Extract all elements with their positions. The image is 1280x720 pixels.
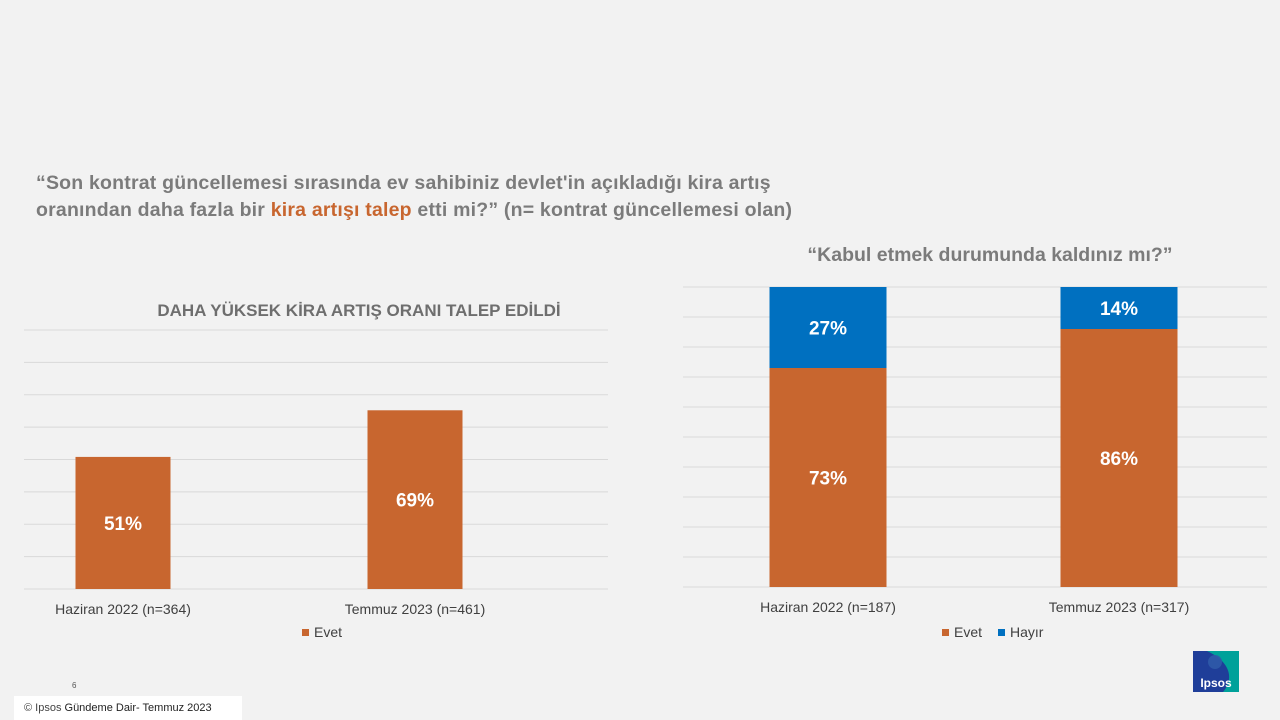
bar-hayr: [1060, 287, 1178, 329]
bar-evet: [75, 456, 171, 589]
bar-hayr: [769, 287, 887, 368]
question-part-2: etti mi?” (n= kontrat güncellemesi olan): [411, 199, 793, 221]
data-label: 51%: [104, 514, 142, 535]
survey-question: “Son kontrat güncellemesi sırasında ev s…: [36, 170, 856, 224]
question-part-1: “Son kontrat güncellemesi sırasında ev s…: [36, 172, 771, 221]
x-tick-label: Temmuz 2023 (n=461): [345, 601, 485, 617]
legend-label: Evet: [954, 624, 982, 640]
footer-copyright: © Ipsos: [24, 702, 62, 714]
data-label: 73%: [809, 469, 847, 490]
legend-swatch: [998, 629, 1005, 636]
footer-text: Gündeme Dair- Temmuz 2023: [61, 702, 212, 714]
page-number: 6: [72, 681, 77, 690]
ipsos-logo: Ipsos: [1193, 651, 1239, 692]
bar-evet: [1060, 329, 1178, 587]
legend-label: Hayır: [1010, 624, 1044, 640]
right-chart-title: “Kabul etmek durumunda kaldınız mı?”: [807, 244, 1173, 266]
footer: © Ipsos Gündeme Dair- Temmuz 2023: [14, 696, 242, 720]
left-chart-title: DAHA YÜKSEK KİRA ARTIŞ ORANI TALEP EDİLD…: [157, 301, 561, 320]
question-highlight: kira artışı talep: [270, 199, 412, 221]
legend-swatch: [302, 629, 309, 636]
x-tick-label: Haziran 2022 (n=364): [55, 601, 191, 617]
data-label: 14%: [1100, 299, 1138, 320]
bar-evet: [367, 410, 463, 589]
logo-text: Ipsos: [1200, 676, 1232, 690]
x-tick-label: Haziran 2022 (n=187): [760, 599, 896, 615]
data-label: 69%: [396, 491, 434, 512]
data-label: 27%: [809, 319, 847, 340]
data-label: 86%: [1100, 449, 1138, 470]
x-tick-label: Temmuz 2023 (n=317): [1049, 599, 1189, 615]
bar-evet: [769, 368, 887, 587]
legend-swatch: [942, 629, 949, 636]
legend-label: Evet: [314, 624, 342, 640]
